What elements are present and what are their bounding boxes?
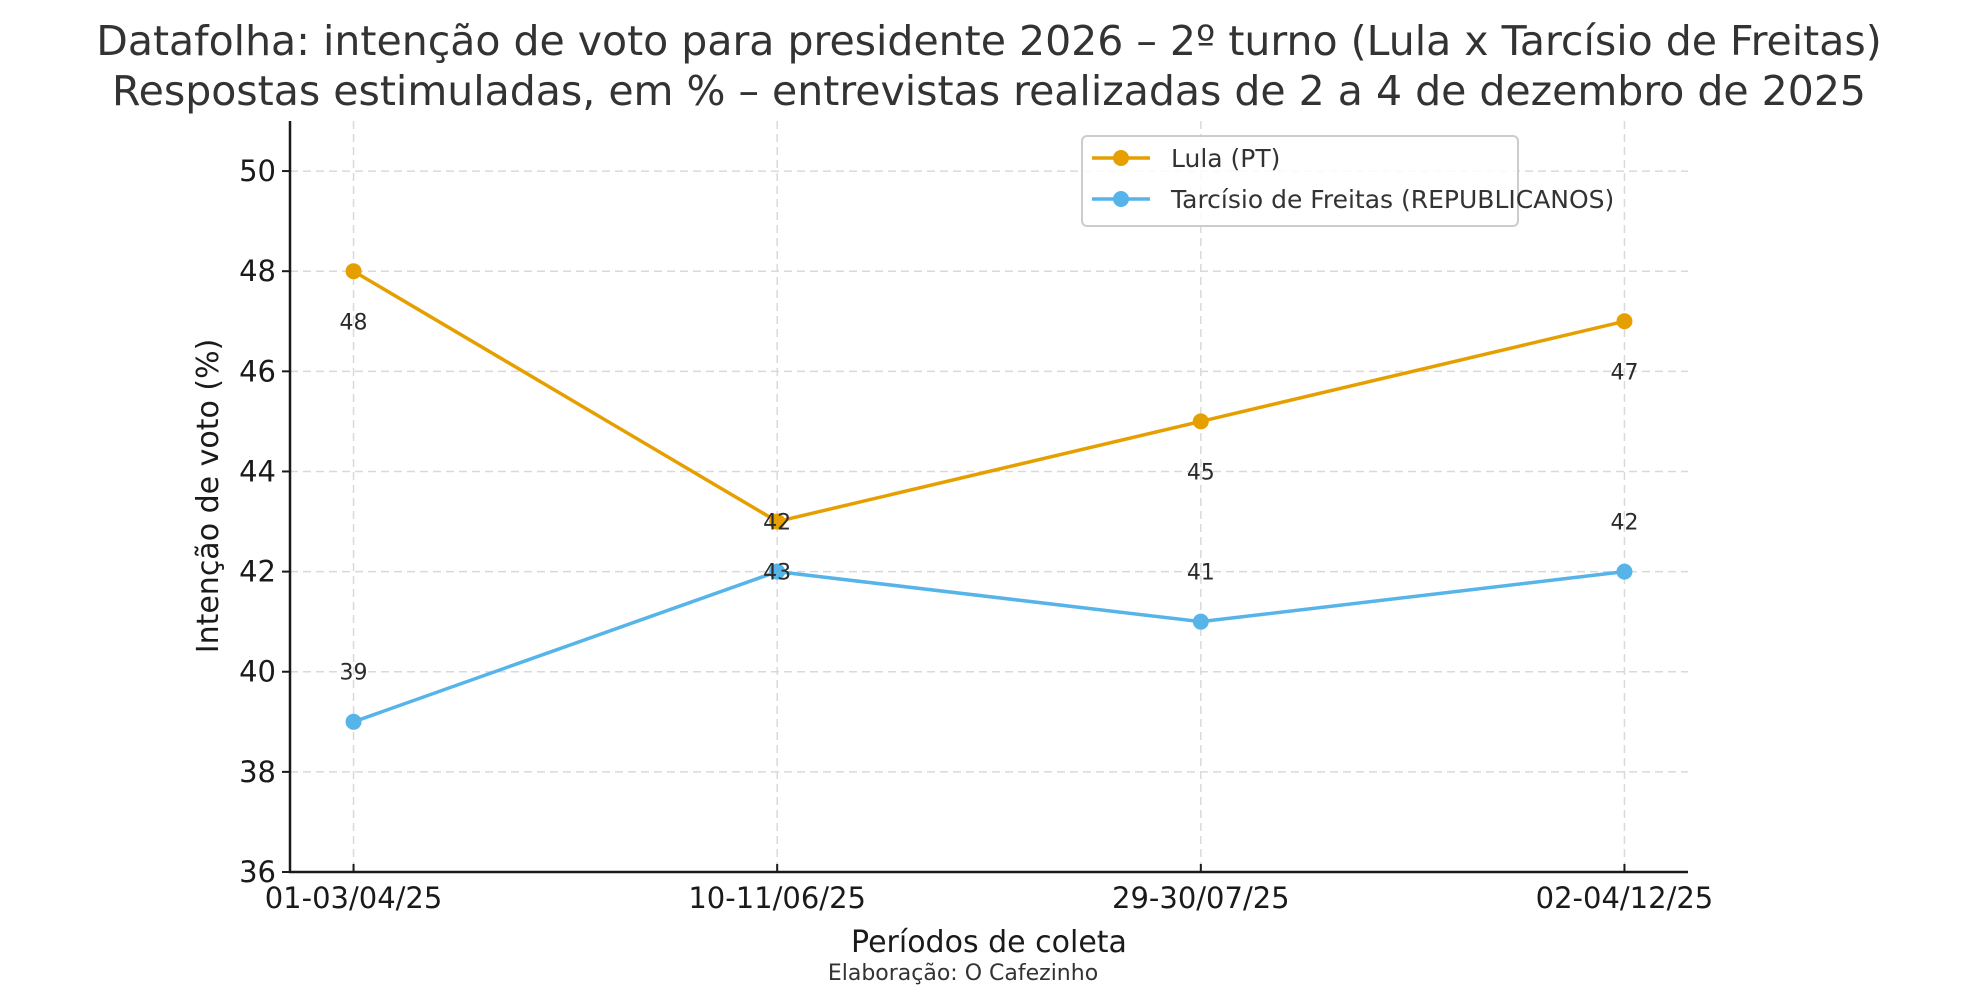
data-point bbox=[345, 713, 362, 730]
y-tick-label: 44 bbox=[239, 454, 276, 488]
y-axis-label: Intenção de voto (%) bbox=[191, 339, 226, 654]
footer-credit: Elaboração: O Cafezinho bbox=[828, 961, 1098, 986]
x-tick-label: 02-04/12/25 bbox=[1536, 881, 1714, 915]
data-point bbox=[1192, 413, 1209, 430]
data-point bbox=[1616, 313, 1633, 330]
data-point bbox=[769, 513, 786, 530]
data-label: 48 bbox=[340, 310, 368, 335]
data-point bbox=[345, 263, 362, 280]
series-line bbox=[352, 569, 1625, 724]
x-tick-label: 01-03/04/25 bbox=[265, 881, 443, 915]
legend-marker-tarcisio bbox=[1113, 191, 1129, 207]
data-label: 42 bbox=[1610, 511, 1638, 536]
chart-title: Datafolha: intenção de voto para preside… bbox=[96, 17, 1881, 65]
data-label: 42 bbox=[763, 511, 791, 536]
chart-subtitle: Respostas estimuladas, em % – entrevista… bbox=[112, 67, 1866, 115]
series-line bbox=[352, 269, 1625, 524]
legend-label-tarcisio: Tarcísio de Freitas (REPUBLICANOS) bbox=[1170, 185, 1614, 214]
data-point bbox=[1192, 613, 1209, 630]
legend-frame bbox=[1081, 135, 1519, 227]
data-point bbox=[1616, 563, 1633, 580]
legend: Lula (PT) Tarcísio de Freitas (REPUBLICA… bbox=[1081, 135, 1614, 227]
data-label: 43 bbox=[763, 561, 791, 586]
data-point bbox=[769, 563, 786, 580]
legend-marker-lula bbox=[1113, 150, 1129, 166]
x-tick-label: 10-11/06/25 bbox=[688, 881, 866, 915]
x-axis-label: Períodos de coleta bbox=[851, 925, 1127, 960]
y-tick-label: 40 bbox=[239, 655, 276, 689]
data-label: 47 bbox=[1610, 360, 1638, 385]
axes: 36 38 40 42 44 46 48 50 01-03/04/25 10-11/06/25 29… bbox=[239, 121, 1713, 915]
legend-label-lula: Lula (PT) bbox=[1171, 144, 1280, 173]
x-tick-label: 29-30/07/25 bbox=[1112, 881, 1290, 915]
y-tick-label: 48 bbox=[239, 254, 276, 288]
y-tick-label: 42 bbox=[239, 555, 276, 589]
data-label: 45 bbox=[1187, 460, 1215, 485]
y-tick-label: 38 bbox=[239, 755, 276, 789]
series bbox=[345, 263, 1633, 730]
data-label: 41 bbox=[1187, 561, 1215, 586]
gridlines bbox=[290, 121, 1688, 872]
data-labels: 48 42 45 47 39 43 41 42 bbox=[340, 310, 1639, 685]
y-tick-label: 36 bbox=[239, 855, 276, 889]
y-tick-label: 50 bbox=[239, 154, 276, 188]
y-tick-label: 46 bbox=[239, 354, 276, 388]
series-tarcisio bbox=[345, 563, 1633, 730]
data-label: 39 bbox=[340, 661, 368, 686]
series-lula bbox=[345, 263, 1633, 530]
